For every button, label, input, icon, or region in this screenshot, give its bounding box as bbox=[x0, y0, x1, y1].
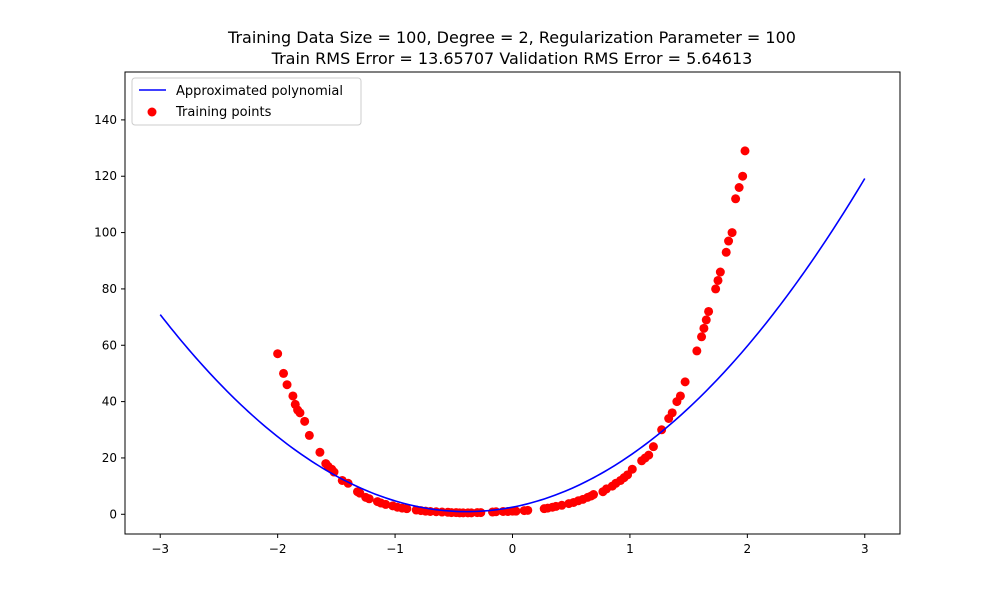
y-tick-label: 0 bbox=[109, 507, 117, 521]
training-point bbox=[304, 430, 314, 440]
training-point bbox=[721, 247, 731, 257]
chart-title-line-1: Training Data Size = 100, Degree = 2, Re… bbox=[227, 28, 796, 47]
training-point bbox=[704, 306, 714, 316]
training-point bbox=[364, 494, 374, 504]
training-point bbox=[295, 408, 305, 418]
training-point bbox=[699, 323, 709, 333]
approximated-polynomial-line bbox=[159, 178, 866, 513]
training-point bbox=[724, 236, 734, 246]
y-tick-label: 60 bbox=[102, 338, 117, 352]
y-axis: 0 20 40 60 80 100 120 140 bbox=[94, 113, 125, 521]
x-tick-label: 2 bbox=[744, 542, 752, 556]
legend-dot-swatch bbox=[147, 107, 157, 117]
training-point bbox=[657, 425, 667, 435]
training-point bbox=[476, 508, 486, 518]
x-tick-label: 1 bbox=[626, 542, 634, 556]
training-point bbox=[627, 464, 637, 474]
training-point bbox=[727, 228, 737, 238]
training-point bbox=[279, 368, 289, 378]
training-point bbox=[644, 450, 654, 460]
y-tick-label: 40 bbox=[102, 395, 117, 409]
training-point bbox=[715, 267, 725, 277]
training-point bbox=[300, 416, 310, 426]
training-point bbox=[738, 171, 748, 181]
y-tick-label: 100 bbox=[94, 226, 117, 240]
plot-area bbox=[159, 146, 866, 518]
training-point bbox=[734, 183, 744, 192]
training-point bbox=[648, 442, 658, 452]
training-point bbox=[589, 490, 599, 500]
training-point bbox=[731, 194, 741, 204]
training-point bbox=[282, 380, 292, 390]
training-point bbox=[511, 506, 521, 516]
x-tick-label: −1 bbox=[386, 542, 404, 556]
y-tick-label: 80 bbox=[102, 282, 117, 296]
training-point bbox=[667, 408, 677, 418]
legend: Approximated polynomial Training points bbox=[131, 77, 362, 126]
y-tick-label: 20 bbox=[102, 451, 117, 465]
training-point bbox=[701, 315, 711, 325]
training-point bbox=[523, 505, 533, 515]
training-point bbox=[697, 332, 707, 342]
legend-label-training-points: Training points bbox=[175, 105, 272, 120]
y-tick-label: 140 bbox=[94, 113, 117, 127]
training-point bbox=[381, 499, 391, 509]
x-tick-label: −2 bbox=[269, 542, 287, 556]
chart-title-line-2: Train RMS Error = 13.65707 Validation RM… bbox=[271, 49, 753, 68]
training-point bbox=[402, 504, 412, 514]
training-point bbox=[557, 500, 567, 510]
x-axis: −3 −2 −1 0 1 2 3 bbox=[151, 534, 869, 556]
y-tick-label: 120 bbox=[94, 169, 117, 183]
training-point bbox=[288, 391, 298, 401]
training-point bbox=[692, 346, 702, 356]
training-point bbox=[680, 377, 690, 387]
legend-box bbox=[131, 77, 362, 126]
x-tick-label: 3 bbox=[861, 542, 869, 556]
x-tick-label: 0 bbox=[509, 542, 517, 556]
training-point bbox=[713, 275, 723, 285]
training-point bbox=[315, 447, 325, 457]
training-point bbox=[740, 146, 750, 156]
training-point bbox=[711, 284, 721, 294]
training-point bbox=[675, 391, 685, 401]
legend-label-approximated-polynomial: Approximated polynomial bbox=[176, 84, 343, 99]
training-point bbox=[273, 349, 283, 359]
x-tick-label: −3 bbox=[151, 542, 169, 556]
